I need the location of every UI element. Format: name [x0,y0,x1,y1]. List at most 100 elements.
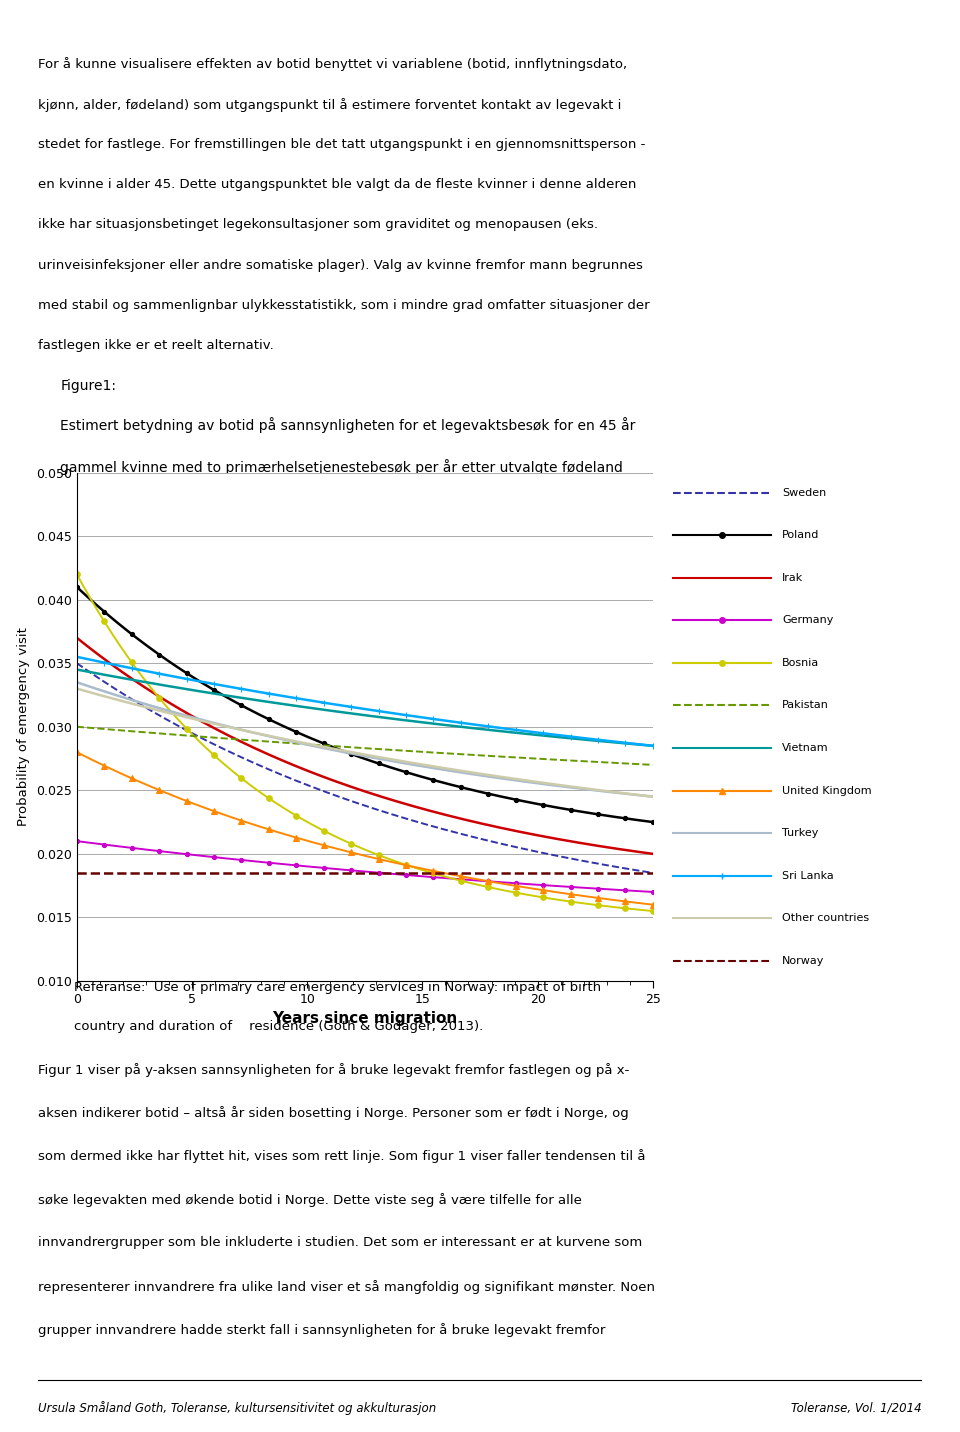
Text: grupper innvandrere hadde sterkt fall i sannsynligheten for å bruke legevakt fre: grupper innvandrere hadde sterkt fall i … [38,1323,606,1337]
Vietnam [71,662,83,679]
Sri Lanka [647,737,659,755]
Norway [433,865,444,882]
Text: stedet for fastlege. For fremstillingen ble det tatt utgangspunkt i en gjennomsn: stedet for fastlege. For fremstillingen … [38,137,646,150]
Sri Lanka [300,692,311,709]
Irak [258,745,270,762]
X-axis label: Years since migration: Years since migration [273,1011,457,1027]
Bosnia [647,902,659,919]
Norway [258,865,270,882]
Line: Bosnia: Bosnia [77,574,653,911]
Line: Turkey: Turkey [77,682,653,796]
Line: Poland: Poland [77,587,653,822]
Text: Turkey: Turkey [782,828,819,838]
Pakistan [140,723,152,740]
Text: Vietnam: Vietnam [782,743,828,753]
Germany [258,853,270,871]
Text: med stabil og sammenlignbar ulykkesstatistikk, som i mindre grad omfatter situas: med stabil og sammenlignbar ulykkesstati… [38,299,650,312]
Text: kjønn, alder, fødeland) som utgangspunkt til å estimere forventet kontakt av leg: kjønn, alder, fødeland) som utgangspunkt… [38,97,622,112]
Sweden [300,776,311,793]
Text: Vol. 1 - Toleranse - 2014: Vol. 1 - Toleranse - 2014 [380,16,580,34]
Pakistan [258,733,270,750]
Text: Toleranse, Vol. 1/2014: Toleranse, Vol. 1/2014 [791,1402,922,1415]
Turkey [140,696,152,713]
United Kingdom [647,896,659,914]
Bosnia [140,673,152,690]
Text: FLEKS: FLEKS [12,13,99,37]
Irak [490,818,501,835]
Irak [433,805,444,822]
Text: Other countries: Other countries [782,914,869,924]
Vietnam [647,737,659,755]
Sweden [490,833,501,851]
Text: innvandrergrupper som ble inkluderte i studien. Det som er interessant er at kur: innvandrergrupper som ble inkluderte i s… [38,1236,642,1250]
Turkey [647,788,659,805]
Pakistan [433,745,444,762]
Sri Lanka [490,719,501,736]
Text: Side 12/19: Side 12/19 [859,16,948,34]
Text: Ursula Småland Goth, Toleranse, kultursensitivitet og akkulturasjon: Ursula Småland Goth, Toleranse, kulturse… [38,1402,437,1415]
Text: Norway: Norway [782,955,825,965]
Text: gammel kvinne med to primærhelsetjenestebesøk per år etter utvalgte fødeland: gammel kvinne med to primærhelsetjeneste… [60,458,623,474]
Irak [71,629,83,646]
Text: ikke har situasjonsbetinget legekonsultasjoner som graviditet og menopausen (eks: ikke har situasjonsbetinget legekonsulta… [38,219,598,232]
Irak [300,762,311,779]
Germany [433,869,444,886]
Germany [647,884,659,901]
Line: Sri Lanka: Sri Lanka [77,657,653,746]
Norway [140,865,152,882]
Text: Referanse:  Use of primary care emergency services in Norway: impact of birth: Referanse: Use of primary care emergency… [74,981,601,994]
Germany [140,841,152,858]
Text: Sri Lanka: Sri Lanka [782,871,834,881]
Bosnia [71,566,83,583]
Other countries [490,768,501,785]
Text: Poland: Poland [782,530,820,540]
United Kingdom [300,832,311,849]
Other countries [433,759,444,776]
Text: en kvinne i alder 45. Dette utgangspunktet ble valgt da de fleste kvinner i denn: en kvinne i alder 45. Dette utgangspunkt… [38,178,636,190]
Bosnia [433,866,444,884]
Turkey [490,769,501,786]
Poland [647,813,659,831]
Sri Lanka [258,684,270,702]
Turkey [300,736,311,753]
Poland [140,636,152,653]
Line: Sweden: Sweden [77,663,653,874]
Norway [300,865,311,882]
Text: aksen indikerer botid – altså år siden bosetting i Norge. Personer som er født i: aksen indikerer botid – altså år siden b… [38,1106,629,1120]
Sweden [647,865,659,882]
Turkey [258,726,270,743]
Pakistan [300,736,311,753]
United Kingdom [140,776,152,793]
Irak [140,680,152,697]
Other countries [300,735,311,752]
Vietnam [433,716,444,733]
Germany [300,858,311,875]
Sri Lanka [487,719,498,736]
Sweden [433,819,444,836]
Sri Lanka [433,712,444,729]
Text: Pakistan: Pakistan [782,700,829,710]
Pakistan [490,748,501,765]
Text: Figure1:: Figure1: [60,379,116,394]
Text: Sweden: Sweden [782,488,827,498]
Text: Bosnia: Bosnia [782,657,820,667]
Norway [487,865,498,882]
Vietnam [300,699,311,716]
Sweden [487,833,498,851]
Pakistan [71,719,83,736]
Line: Other countries: Other countries [77,689,653,796]
Other countries [487,768,498,785]
Other countries [647,788,659,805]
Text: Estimert betydning av botid på sannsynligheten for et legevaktsbesøk for en 45 å: Estimert betydning av botid på sannsynli… [60,417,636,432]
Text: som dermed ikke har flyttet hit, vises som rett linje. Som figur 1 viser faller : som dermed ikke har flyttet hit, vises s… [38,1150,646,1163]
Norway [490,865,501,882]
Turkey [71,673,83,690]
Sri Lanka [140,663,152,680]
Pakistan [487,748,498,765]
Line: Germany: Germany [77,841,653,892]
Vietnam [258,693,270,710]
United Kingdom [71,743,83,760]
Text: søke legevakten med økende botid i Norge. Dette viste seg å være tilfelle for al: søke legevakten med økende botid i Norge… [38,1193,583,1207]
Turkey [487,769,498,786]
Sri Lanka [71,649,83,666]
